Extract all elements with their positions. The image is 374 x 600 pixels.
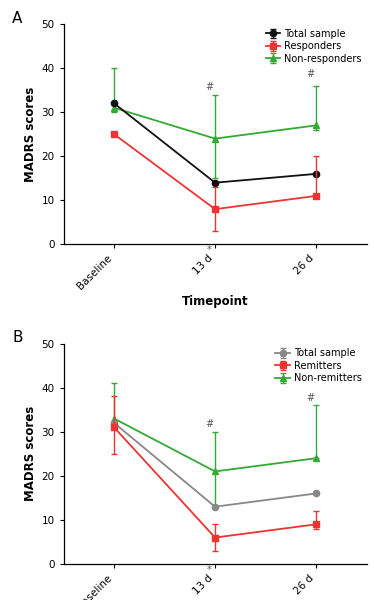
Y-axis label: MADRS scores: MADRS scores [24, 86, 37, 182]
Text: *: * [206, 245, 211, 255]
Text: #: # [205, 82, 213, 92]
Legend: Total sample, Remitters, Non-remitters: Total sample, Remitters, Non-remitters [273, 347, 364, 385]
Legend: Total sample, Responders, Non-responders: Total sample, Responders, Non-responders [264, 27, 364, 65]
Text: #: # [306, 393, 314, 403]
X-axis label: Timepoint: Timepoint [182, 295, 248, 308]
Text: *: * [206, 565, 211, 575]
Text: A: A [12, 11, 22, 26]
Text: #: # [205, 419, 213, 430]
Y-axis label: MADRS scores: MADRS scores [24, 406, 37, 502]
Text: #: # [306, 69, 314, 79]
Text: B: B [12, 331, 22, 346]
